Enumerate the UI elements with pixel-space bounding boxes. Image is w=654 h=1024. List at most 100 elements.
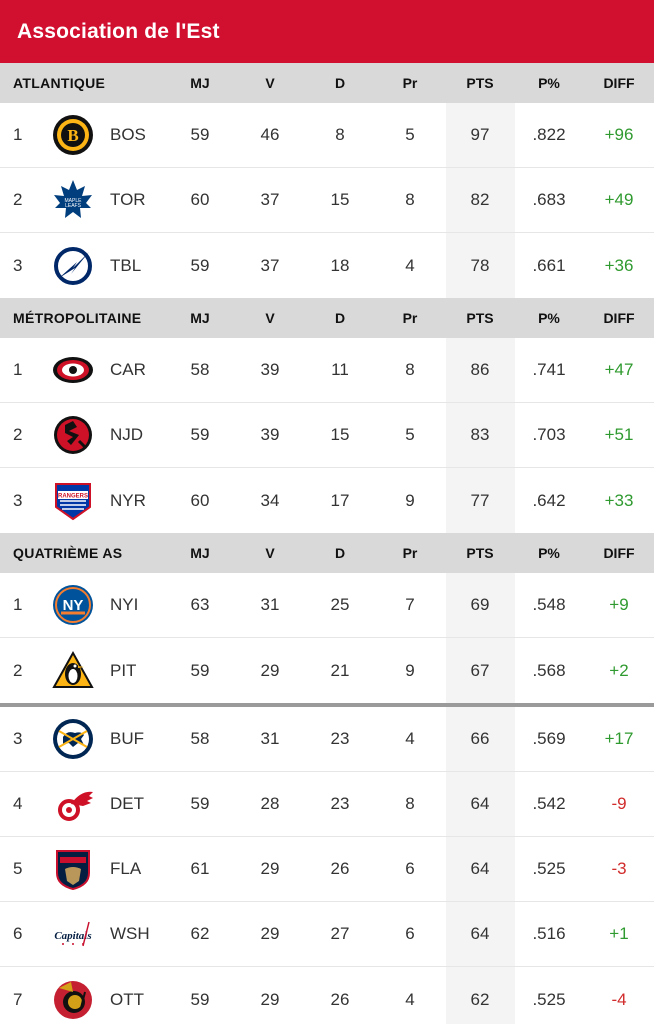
team-v: 29 bbox=[260, 859, 280, 878]
team-pts: 86 bbox=[470, 360, 490, 379]
team-mj: 59 bbox=[190, 794, 210, 813]
team-diff: +2 bbox=[609, 660, 629, 680]
team-pct: .516 bbox=[532, 924, 566, 943]
standings-table: ATLANTIQUE MJ V D Pr PTS P% DIFF 1 B BOS 59 46 8 5 97.8… bbox=[0, 63, 654, 1024]
team-row[interactable]: 2 NJD 59 39 15 5 83 .703 +51 bbox=[0, 403, 654, 468]
team-pct: .525 bbox=[532, 859, 566, 878]
team-row[interactable]: 2 PIT 59 29 21 9 67 .568 +2 bbox=[0, 638, 654, 703]
team-pts: 69 bbox=[470, 595, 490, 614]
column-header-diff[interactable]: DIFF bbox=[603, 75, 635, 91]
team-d: 17 bbox=[330, 490, 350, 510]
team-rank: 7 bbox=[13, 989, 23, 1009]
team-abbr[interactable]: TBL bbox=[110, 255, 142, 275]
column-header-pct[interactable]: P% bbox=[538, 75, 560, 91]
column-header-pts[interactable]: PTS bbox=[466, 75, 494, 91]
column-header-d[interactable]: D bbox=[334, 310, 346, 326]
team-diff: -9 bbox=[611, 794, 627, 813]
team-abbr[interactable]: DET bbox=[110, 794, 144, 813]
section-title: QUATRIÈME AS bbox=[13, 545, 123, 561]
team-row[interactable]: 5 FLA 61 29 26 6 64 .525 -3 bbox=[0, 837, 654, 902]
penguins-logo-icon bbox=[51, 649, 95, 693]
team-pts: 64 bbox=[470, 924, 490, 943]
team-abbr[interactable]: TOR bbox=[110, 190, 146, 209]
column-header-v[interactable]: V bbox=[265, 310, 275, 326]
svg-text:B: B bbox=[67, 126, 78, 145]
team-v: 37 bbox=[260, 255, 280, 275]
team-row[interactable]: 1 B BOS 59 46 8 5 97 .822 +96 bbox=[0, 103, 654, 168]
team-pct: .548 bbox=[532, 595, 566, 614]
column-header-d[interactable]: D bbox=[334, 545, 346, 561]
page-title: Association de l'Est bbox=[0, 0, 654, 63]
column-header-pts[interactable]: PTS bbox=[466, 310, 494, 326]
team-row[interactable]: 1 NY NYI 63 31 25 7 69 .548 +9 bbox=[0, 573, 654, 638]
team-abbr[interactable]: PIT bbox=[110, 660, 137, 680]
column-header-pts[interactable]: PTS bbox=[466, 545, 494, 561]
team-row[interactable]: 3 BUF 58 31 23 4 66 .569 +17 bbox=[0, 707, 654, 772]
team-pr: 8 bbox=[405, 794, 415, 813]
team-diff: +17 bbox=[604, 729, 634, 748]
column-header-v[interactable]: V bbox=[265, 545, 275, 561]
team-pts: 97 bbox=[470, 125, 490, 144]
team-abbr[interactable]: FLA bbox=[110, 859, 142, 878]
team-pr: 7 bbox=[405, 595, 415, 614]
column-header-pr[interactable]: Pr bbox=[402, 75, 418, 91]
team-row[interactable]: 6 Capitals WSH 62 29 27 6 64 .516 +1 bbox=[0, 902, 654, 967]
team-diff: +51 bbox=[604, 425, 634, 444]
team-row[interactable]: 1 CAR 58 39 11 8 86 .741 +47 bbox=[0, 338, 654, 403]
team-abbr[interactable]: BUF bbox=[110, 729, 144, 748]
section-title: MÉTROPOLITAINE bbox=[13, 310, 142, 326]
column-header-mj[interactable]: MJ bbox=[190, 75, 210, 91]
column-header-d[interactable]: D bbox=[334, 75, 346, 91]
team-diff: +47 bbox=[604, 360, 634, 379]
team-abbr[interactable]: WSH bbox=[110, 924, 150, 943]
column-header-diff[interactable]: DIFF bbox=[603, 545, 635, 561]
team-rank: 5 bbox=[13, 859, 23, 878]
team-mj: 59 bbox=[190, 255, 210, 275]
column-header-pr[interactable]: Pr bbox=[402, 545, 418, 561]
team-row[interactable]: 7 OTT 59 29 26 4 62 .525 -4 bbox=[0, 967, 654, 1024]
column-header-pct[interactable]: P% bbox=[538, 310, 560, 326]
team-diff: +36 bbox=[604, 255, 634, 275]
column-header-pct[interactable]: P% bbox=[538, 545, 560, 561]
team-pct: .525 bbox=[532, 989, 566, 1009]
team-d: 27 bbox=[330, 924, 350, 943]
hurricanes-logo-icon bbox=[51, 348, 95, 392]
team-row[interactable]: 3 RANGERS NYR 60 34 17 9 77 .642 +33 bbox=[0, 468, 654, 533]
team-pr: 4 bbox=[405, 729, 415, 748]
team-d: 23 bbox=[330, 729, 350, 748]
team-pct: .542 bbox=[532, 794, 566, 813]
team-pts: 78 bbox=[470, 255, 490, 275]
team-pr: 5 bbox=[405, 425, 415, 444]
team-rank: 1 bbox=[13, 360, 23, 379]
team-v: 39 bbox=[260, 425, 280, 444]
column-header-v[interactable]: V bbox=[265, 75, 275, 91]
column-header-pr[interactable]: Pr bbox=[402, 310, 418, 326]
team-v: 34 bbox=[260, 490, 280, 510]
team-row[interactable]: 2 MAPLE LEAFS TOR 60 37 15 8 82 .683 +49 bbox=[0, 168, 654, 233]
team-mj: 60 bbox=[190, 490, 210, 510]
team-rank: 6 bbox=[13, 924, 23, 943]
team-abbr[interactable]: BOS bbox=[110, 125, 146, 144]
team-diff: +1 bbox=[609, 924, 629, 943]
sabres-logo-icon bbox=[51, 717, 95, 761]
team-abbr[interactable]: NYI bbox=[110, 595, 139, 614]
svg-text:RANGERS: RANGERS bbox=[58, 493, 88, 499]
column-header-mj[interactable]: MJ bbox=[190, 310, 210, 326]
rangers-logo-icon: RANGERS bbox=[51, 479, 95, 523]
team-abbr[interactable]: NYR bbox=[110, 490, 146, 510]
team-abbr[interactable]: NJD bbox=[110, 425, 144, 444]
lightning-logo-icon bbox=[51, 244, 95, 288]
team-d: 18 bbox=[330, 255, 350, 275]
section-header: MÉTROPOLITAINE MJ V D Pr PTS P% DIFF bbox=[0, 298, 654, 338]
team-abbr[interactable]: CAR bbox=[110, 360, 146, 379]
team-mj: 62 bbox=[190, 924, 210, 943]
team-v: 31 bbox=[260, 595, 280, 614]
team-row[interactable]: 3 TBL 59 37 18 4 78 .661 +36 bbox=[0, 233, 654, 298]
team-row[interactable]: 4 DET 59 28 23 8 64 .542 -9 bbox=[0, 772, 654, 837]
team-mj: 63 bbox=[190, 595, 210, 614]
team-pts: 64 bbox=[470, 794, 490, 813]
column-header-diff[interactable]: DIFF bbox=[603, 310, 635, 326]
column-header-mj[interactable]: MJ bbox=[190, 545, 210, 561]
team-abbr[interactable]: OTT bbox=[110, 989, 144, 1009]
team-v: 29 bbox=[260, 924, 280, 943]
